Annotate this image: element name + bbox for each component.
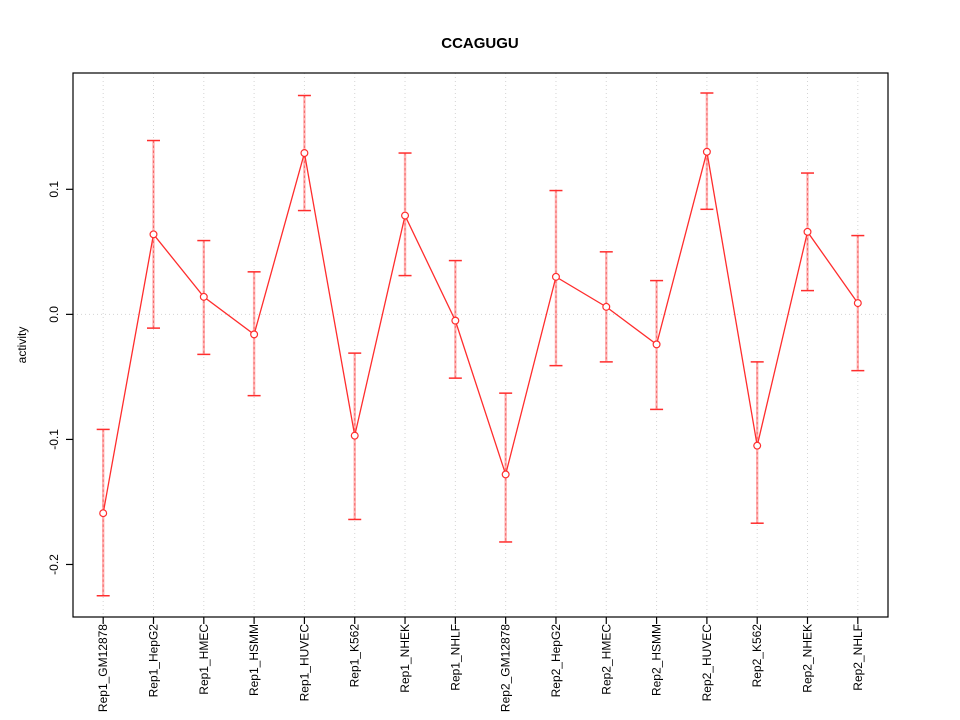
data-point-marker	[149, 230, 158, 239]
data-point-marker	[501, 470, 510, 479]
data-point-marker	[451, 316, 460, 325]
x-tick-label: Rep1_HSMM	[247, 624, 261, 696]
x-tick-label: Rep1_HepG2	[146, 624, 160, 698]
x-tick-label: Rep2_NHEK	[801, 624, 815, 693]
data-point-marker	[753, 441, 762, 450]
x-tick-label: Rep2_NHLF	[851, 624, 865, 691]
axis-layer: 0.1 0.0 -0.1 -0.2 Rep1_GM12878 Rep1_HepG2 Rep1…	[47, 72, 889, 712]
x-tick-label: Rep1_HMEC	[197, 624, 211, 695]
data-point-marker	[401, 211, 410, 220]
x-tick-label: Rep2_K562	[750, 624, 764, 688]
data-point-marker	[300, 149, 309, 158]
data-point-marker	[803, 227, 812, 236]
x-tick-label: Rep2_HSMM	[650, 624, 664, 696]
x-tick-label: Rep1_NHLF	[448, 624, 462, 691]
series-layer	[99, 147, 862, 518]
x-tick-label: Rep1_K562	[348, 624, 362, 688]
y-tick-label: -0.1	[47, 429, 61, 450]
data-point-marker	[250, 330, 259, 339]
x-tick-label: Rep2_GM12878	[499, 624, 513, 712]
x-tick-label: Rep1_NHEK	[398, 624, 412, 693]
x-tick-label: Rep2_HepG2	[549, 624, 563, 698]
data-point-marker	[99, 509, 108, 518]
data-point-marker	[602, 302, 611, 311]
error-bars-layer	[96, 92, 865, 597]
plot-frame	[72, 72, 889, 618]
data-point-marker	[199, 292, 208, 301]
chart-title: CCAGUGU	[441, 35, 519, 52]
data-point-marker	[853, 299, 862, 308]
x-tick-label: Rep1_GM12878	[96, 624, 110, 712]
y-axis-title: activity	[15, 327, 29, 364]
x-tick-label: Rep2_HUVEC	[700, 624, 714, 702]
y-tick-label: -0.2	[47, 554, 61, 575]
data-point-marker	[551, 272, 560, 281]
data-point-marker	[702, 147, 711, 156]
grid-layer	[73, 73, 888, 617]
data-point-marker	[350, 431, 359, 440]
x-tick-label: Rep2_HMEC	[599, 624, 613, 695]
series-line	[102, 151, 859, 514]
data-point-marker	[652, 340, 661, 349]
y-tick-label: 0.1	[47, 181, 61, 198]
y-tick-label: 0.0	[47, 306, 61, 323]
x-tick-label: Rep1_HUVEC	[297, 624, 311, 702]
